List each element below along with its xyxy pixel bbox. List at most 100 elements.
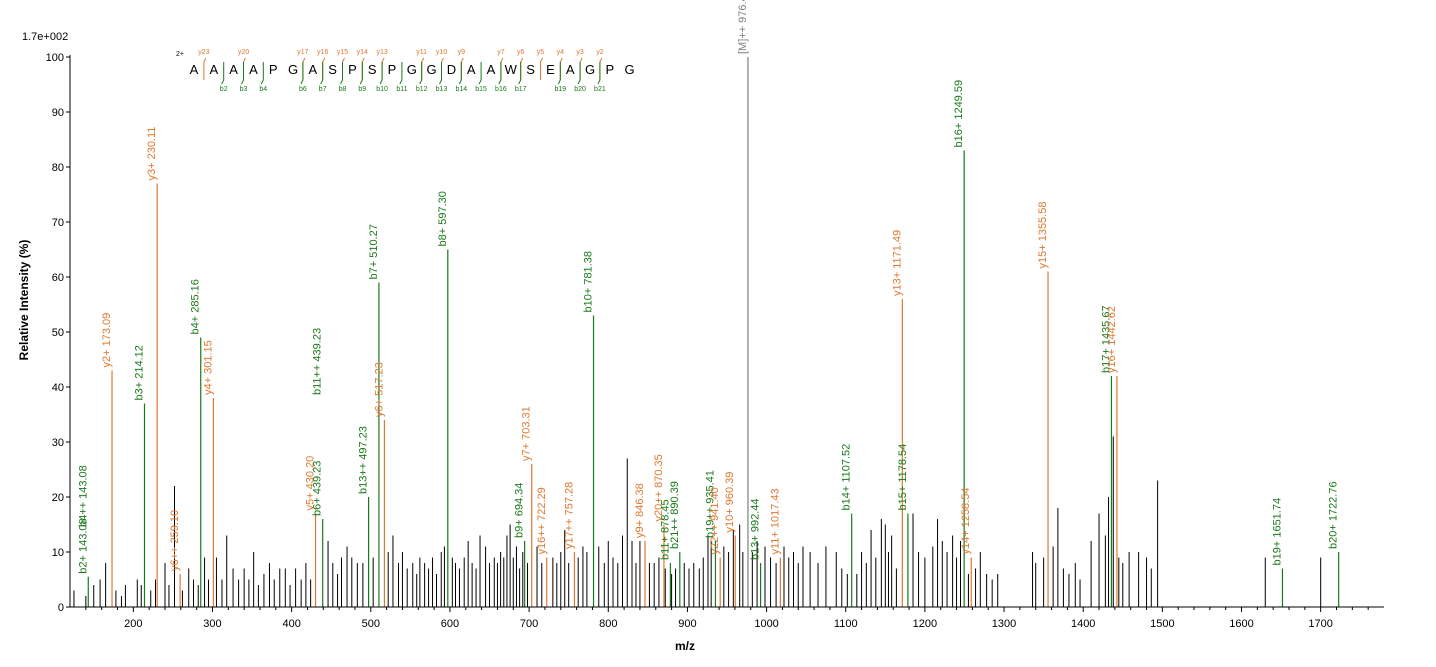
peak-label: b10+ 781.38 xyxy=(583,251,595,312)
b-ion-bracket xyxy=(458,62,462,85)
b-ion-bracket xyxy=(557,62,561,85)
b-ion-bracket xyxy=(518,62,522,85)
b-ion-bracket xyxy=(439,62,442,85)
axes-layer: 0 10 20 30 40 50 60 70 80 90 100 200 300 400 500 600 700… xyxy=(46,52,1384,630)
b-ion-label: b8 xyxy=(339,86,347,93)
b-ion-label: b16 xyxy=(495,86,507,93)
b-ion-bracket xyxy=(498,62,502,85)
peak-label: y6++ 259.10 xyxy=(169,510,181,571)
x-tick-label: 400 xyxy=(282,618,300,630)
y-ion-label: y6 xyxy=(517,49,525,56)
y-tick-label: 10 xyxy=(52,547,64,559)
residue: S xyxy=(526,62,535,77)
b-ion-label: b6 xyxy=(299,86,307,93)
b-ion-label: b17 xyxy=(515,86,527,93)
peak-label: b11+ 878.45 xyxy=(659,499,671,560)
charge-label: 2+ xyxy=(176,51,184,58)
y-tick-label: 30 xyxy=(52,437,64,449)
residue: A xyxy=(209,62,218,77)
b-ion-label: b19 xyxy=(554,86,566,93)
peak-label: b20+ 1722.76 xyxy=(1328,481,1340,549)
y-tick-label: 100 xyxy=(46,52,64,64)
b-ion-label: b20 xyxy=(574,86,586,93)
b-ion-label: b2 xyxy=(220,86,228,93)
x-tick-label: 1200 xyxy=(913,618,937,630)
y-tick-label: 70 xyxy=(52,217,64,229)
y-ion-label: y2 xyxy=(596,49,604,56)
peak-label: y15+ 1355.58 xyxy=(1037,202,1049,269)
y-ion-bracket xyxy=(203,57,207,80)
residue: A xyxy=(467,62,476,77)
peak-label: b21++ 890.39 xyxy=(669,481,681,549)
y-tick-label: 80 xyxy=(52,162,64,174)
y-tick-label: 50 xyxy=(52,327,64,339)
b-ion-label: b4 xyxy=(259,86,267,93)
peak-label: y11+ 1017.43 xyxy=(769,488,781,554)
y-ion-label: y9 xyxy=(458,49,466,56)
b-ion-bracket xyxy=(478,62,482,85)
residue: A xyxy=(487,62,496,77)
y-ion-label: y10 xyxy=(436,49,447,56)
peak-label: y6+ 517.23 xyxy=(373,362,385,417)
y-ion-label: y23 xyxy=(198,49,209,56)
b-ion-bracket xyxy=(320,62,324,85)
b-ion-bracket xyxy=(260,62,264,85)
peak-label: b9+ 694.34 xyxy=(514,483,526,538)
b-ion-label: b11 xyxy=(396,86,407,93)
peak-label: b16+ 1249.59 xyxy=(953,80,965,148)
residue: G xyxy=(288,62,298,77)
residue: S xyxy=(328,62,337,77)
peak-label: b19++ 935.41 xyxy=(704,470,716,538)
y-tick-label: 40 xyxy=(52,382,64,394)
peak-label: y7+ 703.31 xyxy=(521,406,533,461)
x-tick-label: 300 xyxy=(203,618,221,630)
y-ion-label: y17 xyxy=(297,49,308,56)
peak-label: b8+ 597.30 xyxy=(437,191,449,246)
y-max-label: 1.7e+002 xyxy=(22,31,68,43)
b-ion-bracket xyxy=(241,62,244,85)
peak-label: b15+ 1178.54 xyxy=(897,444,909,511)
b-ion-bracket xyxy=(300,62,304,85)
peak-label: y13+ 1171.49 xyxy=(891,230,903,296)
b-ion-bracket xyxy=(577,62,581,85)
x-tick-label: 1100 xyxy=(834,618,858,630)
y-ion-label: y20 xyxy=(238,49,249,56)
residue: A xyxy=(308,62,317,77)
peak-label: [M]++ 976.49 xyxy=(737,0,749,54)
peak-label: b14+ 1107.52 xyxy=(841,444,853,511)
b-ion-bracket xyxy=(597,62,601,85)
peak-label: b17+ 1435.67 xyxy=(1100,305,1112,373)
x-tick-label: 200 xyxy=(124,618,142,630)
y-tick-label: 60 xyxy=(52,272,64,284)
b-ion-bracket xyxy=(221,62,225,85)
x-tick-label: 1300 xyxy=(992,618,1016,630)
residue: P xyxy=(269,62,278,77)
x-tick-label: 1500 xyxy=(1150,618,1174,630)
residue: E xyxy=(546,62,555,77)
residue: A xyxy=(190,62,199,77)
b-ion-label: b7 xyxy=(319,86,327,93)
b-ion-bracket xyxy=(340,62,343,85)
residue: P xyxy=(605,62,614,77)
b-ion-label: b21 xyxy=(594,86,606,93)
residue: P xyxy=(348,62,357,77)
y-ion-label: y7 xyxy=(497,49,505,56)
peak-label: b4+ 285.16 xyxy=(190,279,202,334)
peak-label: y16+ 1442.62 xyxy=(1106,306,1118,373)
b-ion-bracket xyxy=(359,62,363,85)
peak-label: b7+ 510.27 xyxy=(368,224,380,279)
b-ion-label: b15 xyxy=(475,86,487,93)
x-tick-label: 1000 xyxy=(754,618,778,630)
b-ion-label: b9 xyxy=(358,86,366,93)
b-ion-label: b13 xyxy=(436,86,448,93)
b-ion-bracket xyxy=(379,62,383,85)
y-ion-bracket xyxy=(540,57,543,80)
peak-label: b19+ 1651.74 xyxy=(1271,498,1283,566)
peak-label: y14+ 1258.54 xyxy=(960,488,972,555)
peak-label: y20++ 870.35 xyxy=(653,454,665,521)
peak-label: b6+ 439.23 xyxy=(312,461,324,516)
peak-label: y5+ 430.20 xyxy=(305,456,317,511)
peak-label: b4++ 143.08 xyxy=(77,465,89,527)
